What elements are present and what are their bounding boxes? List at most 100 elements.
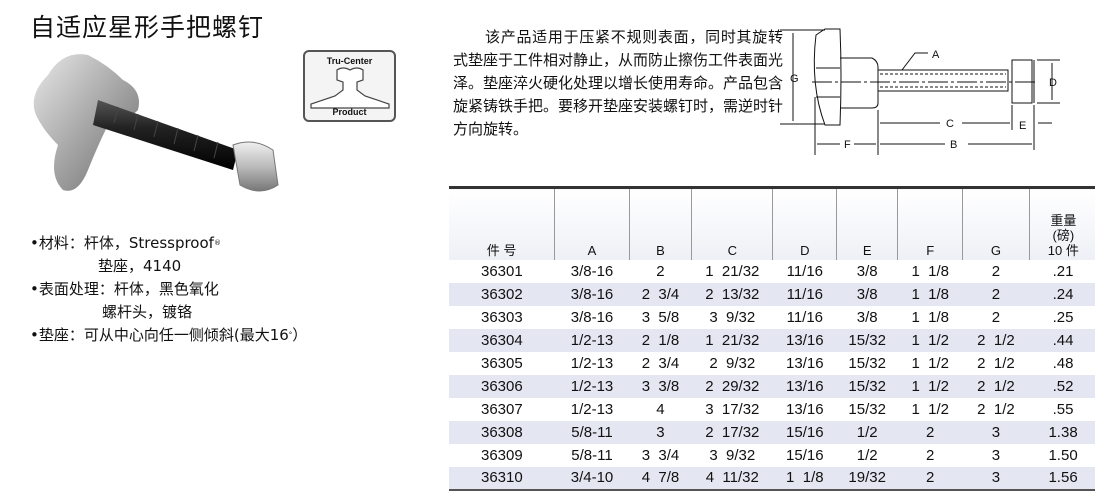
table-cell: 3 [991,469,1001,486]
table-cell: 11/16 [786,308,824,326]
table-cell: .48 [1052,354,1074,372]
table-cell: 2 29/32 [705,377,760,395]
table-cell: 1 1/2 [911,354,949,372]
table-cell: 1/2-13 [570,354,614,372]
table-cell: 15/32 [848,354,886,372]
table-cell: 4 11/32 [705,469,759,486]
column-header: B [628,187,692,260]
table-cell: 13/16 [786,377,824,395]
table-cell: 1 1/8 [786,469,824,486]
table-cell: 36310 [481,469,523,486]
table-cell: 2 9/32 [709,354,756,372]
column-header: C [691,187,773,260]
table-cell: .21 [1052,262,1074,280]
table-cell: 3/8 [856,308,878,326]
header-line: 重量 [1050,212,1077,228]
table-cell: 2 [991,262,1001,280]
column-header: A [554,187,630,260]
table-cell: 19/32 [848,469,886,486]
table-row: 36307 1/2-13 4 3 17/32 13/16 15/32 1 1/2 2 1/2.… [449,398,1095,421]
table-cell: 36308 [481,423,523,441]
table-cell: 36306 [481,377,523,395]
table-cell: 3 5/8 [641,308,680,326]
table-cell: 3/8 [856,262,878,280]
table-cell: .25 [1052,308,1074,326]
table-cell: 2 [656,262,665,280]
tru-center-product-logo: Tru-Center Product [303,50,396,122]
table-cell: 3 [656,423,665,441]
table-cell: 1/2-13 [570,331,614,349]
label-c: C [946,118,954,130]
page-title: 自适应星形手把螺钉 [30,13,265,42]
label-a: A [932,49,940,61]
specs-list: •材料：杆体，Stressproof® 垫座，4140 •表面处理：杆体，黑色氧… [30,232,307,347]
table-cell: 3/8-16 [570,285,614,303]
table-cell: 36309 [481,446,523,464]
table-cell: 3/4-10 [570,469,614,486]
table-cell: 2 [926,446,935,464]
table-row: 36310 3/4-10 4 7/8 4 11/32 1 1/8 19/32 2 3 1.56 [449,466,1095,490]
table-cell: .55 [1052,400,1074,418]
table-cell: 1 1/2 [911,331,949,349]
table-cell: 2 3/4 [641,354,680,372]
logo-bottom-text: Product [332,107,367,117]
table-cell: 11/16 [786,262,824,280]
table-cell: 36303 [481,308,523,326]
table-cell: 3 3/8 [641,377,680,395]
table-cell: 2 1/2 [977,331,1015,349]
table-row: 36303 3/8-16 3 5/8 3 9/32 11/16 3/8 1 1/8 2 .25 [449,306,1095,329]
table-cell: 2 1/2 [977,354,1015,372]
table-cell: 36304 [481,331,523,349]
label-g: G [790,73,799,85]
table-cell: 36301 [481,262,523,280]
table-cell: 1 1/8 [911,308,949,326]
table-cell: 2 17/32 [705,423,760,441]
table-cell: 3 9/32 [709,446,756,464]
table-cell: 5/8-11 [571,423,613,441]
table-cell: 3 17/32 [705,400,760,418]
table-row: 36301 3/8-16 2 1 21/32 11/16 3/8 1 1/8 2 .21 [449,260,1095,283]
table-cell: 1 1/2 [911,377,949,395]
tru-center-icon [310,67,390,109]
table-cell: 1 21/32 [705,262,760,280]
table-cell: 2 [991,308,1001,326]
table-cell: 36302 [481,285,523,303]
spec-finish: •表面处理：杆体，黑色氧化 [30,280,219,298]
table-cell: 2 [991,285,1001,303]
table-cell: 1/2-13 [570,377,614,395]
table-cell: 4 7/8 [641,469,680,486]
table-cell: 1/2 [856,446,878,464]
spec-pad: •垫座：可从中心向任一侧倾斜(最大16°） [30,326,308,344]
column-header: D [772,187,837,260]
star-knob-screw-photo [33,54,279,192]
table-row: 36305 1/2-13 2 3/4 2 9/32 13/16 15/32 1 1/2 2 1… [449,352,1095,375]
table-cell: 2 3/4 [641,285,680,303]
table-cell: 15/32 [848,377,886,395]
table-cell: 2 [926,423,935,441]
spec-material-pad: 垫座，4140 [98,257,182,275]
table-cell: 3/8 [856,285,878,303]
table-cell: 1 21/32 [705,331,760,349]
column-header: 件 号 [449,187,555,260]
table-cell: 1/2 [856,423,878,441]
dimension-diagram: A B C D E F G [780,28,1060,155]
table-cell: 15/16 [786,446,824,464]
table-cell: 1/2-13 [570,400,614,418]
table-cell: 4 [656,400,665,418]
table-row: 36304 1/2-13 2 1/8 1 21/32 13/16 15/32 1 1/2 2 … [449,328,1095,352]
table-cell: .24 [1052,285,1074,303]
table-cell: 1 1/2 [911,400,949,418]
table-cell: 3/8-16 [570,308,614,326]
table-cell: 15/32 [848,400,886,418]
table-cell: 1.38 [1048,423,1078,441]
table-row: 36308 5/8-11 3 2 17/32 15/16 1/2 2 3 1.38 [449,420,1095,444]
table-cell: 2 1/2 [977,400,1015,418]
header-line: (磅) [1052,227,1075,243]
column-header: F [897,187,963,260]
table-cell: 15/16 [786,423,824,441]
table-cell: 36307 [481,400,523,418]
label-d: D [1049,77,1057,89]
label-f: F [844,139,851,151]
header-line: 10 件 [1047,242,1079,258]
table-row: 36302 3/8-16 2 3/4 2 13/32 11/16 3/8 1 1/8 2 .24 [449,282,1095,306]
